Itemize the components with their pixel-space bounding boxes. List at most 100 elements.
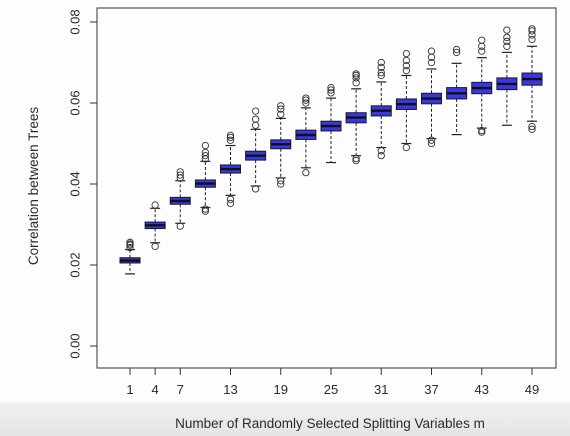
outlier-point bbox=[251, 115, 260, 123]
outlier-point bbox=[327, 89, 335, 97]
outlier-point bbox=[427, 139, 436, 148]
outlier-point bbox=[201, 148, 210, 157]
plot-border bbox=[96, 7, 557, 369]
y-tick-label: 0.06 bbox=[67, 90, 82, 115]
boxes-layer bbox=[119, 25, 543, 275]
outlier-point bbox=[277, 102, 285, 110]
outlier-point bbox=[478, 36, 486, 44]
outlier-point bbox=[251, 185, 260, 193]
outlier-point bbox=[277, 110, 285, 118]
outlier-point bbox=[302, 99, 310, 107]
box-m-1 bbox=[119, 238, 141, 275]
outlier-point bbox=[151, 242, 159, 251]
outlier-point bbox=[478, 126, 486, 135]
outlier-point bbox=[302, 96, 310, 104]
outlier-point bbox=[377, 151, 385, 160]
x-tick-label: 43 bbox=[475, 382, 489, 397]
outlier-point bbox=[201, 141, 210, 150]
box-m-43 bbox=[471, 36, 493, 136]
outlier-point bbox=[402, 66, 411, 75]
bottom-shade bbox=[0, 402, 570, 436]
outlier-point bbox=[402, 62, 411, 70]
outlier-point bbox=[352, 154, 360, 163]
outlier-point bbox=[503, 26, 511, 34]
x-axis: 1 4 7 13 19 25 31 37 43 49 bbox=[126, 368, 539, 397]
outlier-point bbox=[151, 201, 159, 209]
outlier-point bbox=[327, 83, 335, 92]
outlier-point bbox=[226, 199, 235, 208]
plot-frame bbox=[96, 7, 557, 369]
outlier-point bbox=[176, 168, 184, 176]
box-m-25 bbox=[320, 83, 342, 164]
x-tick-label: 31 bbox=[374, 382, 388, 397]
outlier-point bbox=[528, 25, 536, 33]
y-tick-label: 0.08 bbox=[67, 9, 82, 34]
y-tick-label: 0.04 bbox=[67, 171, 82, 196]
outlier-point bbox=[452, 45, 461, 54]
outlier-point bbox=[528, 35, 536, 44]
outlier-point bbox=[277, 180, 285, 188]
outlier-point bbox=[528, 125, 536, 133]
box-m-28 bbox=[345, 70, 367, 165]
x-tick-label: 25 bbox=[324, 382, 338, 397]
outlier-point bbox=[528, 122, 536, 131]
outlier-point bbox=[201, 151, 210, 160]
outlier-point bbox=[402, 143, 411, 152]
outlier-point bbox=[226, 133, 235, 142]
outlier-point bbox=[302, 94, 310, 102]
outlier-point bbox=[377, 68, 385, 77]
outlier-point bbox=[427, 58, 436, 67]
box-m-40 bbox=[446, 45, 468, 136]
outlier-point bbox=[201, 207, 210, 215]
outlier-point bbox=[302, 169, 310, 177]
outlier-point bbox=[402, 56, 411, 65]
outlier-point bbox=[352, 70, 360, 78]
outlier-point bbox=[427, 47, 436, 55]
outlier-point bbox=[528, 27, 536, 35]
box-m-13 bbox=[220, 131, 241, 208]
outlier-point bbox=[503, 42, 511, 50]
outlier-point bbox=[427, 136, 436, 144]
outlier-point bbox=[377, 71, 385, 80]
x-tick-label: 13 bbox=[223, 382, 237, 397]
outlier-point bbox=[176, 171, 184, 179]
outlier-point bbox=[126, 238, 134, 246]
outlier-point bbox=[251, 121, 260, 129]
outlier-point bbox=[126, 243, 134, 252]
x-tick-label: 37 bbox=[424, 382, 438, 397]
outlier-point bbox=[352, 74, 360, 82]
outlier-point bbox=[251, 107, 260, 115]
outlier-point bbox=[478, 42, 486, 50]
x-axis-label: Number of Randomly Selected Splitting Va… bbox=[175, 416, 485, 431]
outlier-point bbox=[201, 205, 210, 213]
outlier-point bbox=[503, 33, 511, 42]
x-tick-label: 7 bbox=[177, 382, 184, 397]
box-m-31 bbox=[370, 58, 392, 160]
x-tick-label: 1 bbox=[126, 382, 133, 397]
y-tick-label: 0.00 bbox=[67, 333, 82, 358]
outlier-point bbox=[226, 136, 235, 144]
outlier-point bbox=[327, 86, 335, 94]
box-m-16 bbox=[245, 107, 267, 193]
outlier-point bbox=[277, 105, 285, 113]
box-m-34 bbox=[395, 49, 417, 152]
x-tick-label: 4 bbox=[152, 382, 159, 397]
outlier-point bbox=[377, 58, 385, 67]
outlier-point bbox=[402, 49, 411, 58]
outlier-point bbox=[352, 156, 360, 165]
outlier-point bbox=[503, 37, 511, 46]
outlier-point bbox=[478, 47, 486, 55]
y-axis: 0.00 0.02 0.04 0.06 0.08 bbox=[67, 9, 97, 359]
outlier-point bbox=[226, 131, 235, 140]
outlier-point bbox=[226, 195, 235, 204]
x-tick-label: 19 bbox=[274, 382, 288, 397]
box-m-37 bbox=[421, 47, 442, 148]
y-axis-label: Correlation between Trees bbox=[26, 107, 41, 266]
box-m-22 bbox=[295, 94, 317, 177]
outlier-point bbox=[377, 147, 385, 155]
x-tick-label: 49 bbox=[525, 382, 539, 397]
box-m-46 bbox=[496, 26, 518, 126]
outlier-point bbox=[452, 48, 461, 57]
